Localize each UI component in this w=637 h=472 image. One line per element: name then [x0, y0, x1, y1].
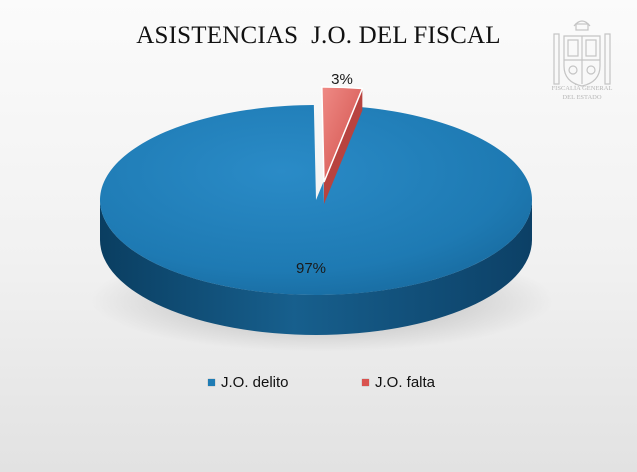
legend-label-delito: J.O. delito — [221, 374, 289, 391]
legend-label-falta: J.O. falta — [375, 374, 436, 391]
pie-slice-delito — [99, 105, 532, 295]
pie-slice-side-delito — [100, 200, 532, 335]
chart-title: ASISTENCIAS J.O. DEL FISCAL — [136, 22, 501, 49]
coat-of-arms-icon — [553, 20, 611, 87]
pie-slice-side2-falta — [324, 88, 363, 204]
pie-slice-falta — [321, 86, 364, 183]
legend-item-falta: J.O. falta — [362, 374, 435, 391]
logo-text-line1: FISCALÍA GENERAL — [551, 85, 613, 92]
logo-text: FISCALÍA GENERAL DEL ESTADO — [540, 84, 624, 102]
logo-text-line2: DEL ESTADO — [562, 94, 602, 101]
data-label-delito: 97% — [296, 260, 326, 277]
chart-legend: J.O. delito J.O. falta — [0, 374, 637, 398]
legend-swatch-falta — [362, 379, 369, 386]
data-label-falta: 3% — [331, 71, 353, 88]
legend-item-delito: J.O. delito — [208, 374, 289, 391]
legend-swatch-delito — [208, 379, 215, 386]
